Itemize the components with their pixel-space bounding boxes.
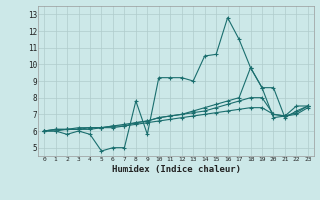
X-axis label: Humidex (Indice chaleur): Humidex (Indice chaleur) bbox=[111, 165, 241, 174]
